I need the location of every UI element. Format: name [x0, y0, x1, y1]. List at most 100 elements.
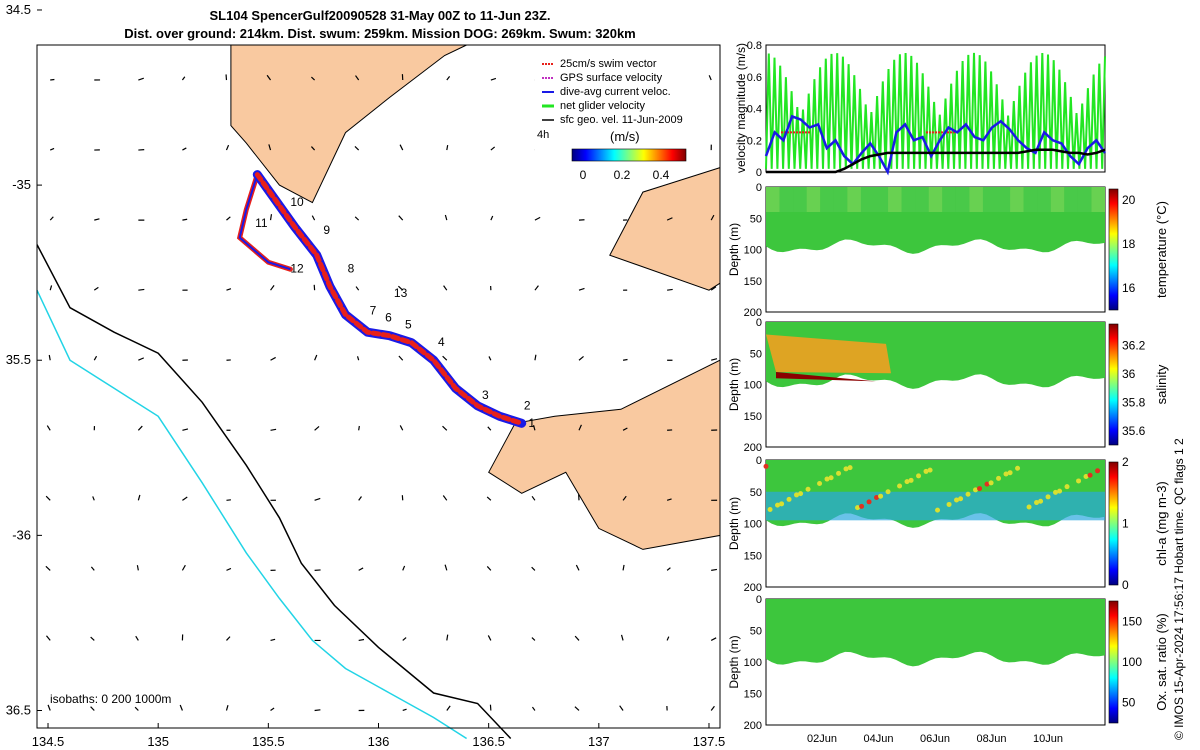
sfc-velocity-arrow: [266, 74, 272, 81]
sfc-velocity-arrow: [574, 706, 580, 711]
track-label: 2: [524, 398, 531, 412]
sfc-velocity-arrow: [355, 75, 360, 81]
depth-tick-label: 50: [750, 487, 762, 499]
chla-sample: [1007, 470, 1013, 476]
sfc-velocity-arrow: [620, 634, 624, 641]
temperature-band: [996, 187, 1011, 212]
legend-time-label: 4h: [537, 129, 549, 141]
sfc-velocity-arrow: [45, 495, 51, 501]
chla-section: 0 1 2 0 50 100 150 200 Depth (m) chl-a (mg m-3): [727, 455, 1169, 594]
chla-sample: [786, 496, 792, 502]
sfc-velocity-arrow: [490, 146, 496, 151]
legend-label: net glider velocity: [560, 100, 645, 112]
legend-item-gps: GPS surface velocity: [542, 72, 663, 84]
colorbar-tick-label: 1: [1122, 517, 1129, 531]
colorbar-tick-label: 18: [1122, 237, 1136, 251]
sfc-velocity-arrow: [574, 635, 580, 641]
track-label: 3: [482, 388, 489, 402]
track-label: 11: [255, 216, 268, 230]
temperature-band: [901, 187, 916, 212]
sfc-geo-velocity-series: [766, 148, 1106, 174]
sfc-velocity-arrow: [90, 566, 95, 571]
depth-tick-label: 200: [744, 307, 762, 319]
section-field: [766, 599, 1105, 667]
sfc-velocity-arrow: [269, 214, 273, 221]
temperature-band: [969, 187, 983, 212]
temperature-band: [1091, 187, 1105, 212]
chla-sample: [897, 483, 903, 489]
sfc-velocity-arrow: [49, 216, 54, 221]
sfc-velocity-arrow: [181, 564, 186, 571]
sfc-velocity-arrow: [310, 146, 316, 151]
sfc-velocity-arrow: [138, 77, 144, 81]
chla-sample: [828, 475, 834, 481]
date-tick-label: 04Jun: [864, 733, 894, 745]
sfc-velocity-arrow: [399, 144, 404, 151]
chla-sample: [1083, 474, 1089, 480]
depth-tick-label: 100: [744, 519, 762, 531]
temperature-band: [982, 187, 997, 212]
depth-axis-label: Depth (m): [727, 223, 741, 276]
sfc-velocity-arrow: [46, 425, 51, 431]
x-tick-label: 137.5: [693, 734, 726, 749]
sfc-velocity-arrow: [270, 638, 276, 642]
chla-sample: [847, 465, 853, 471]
speed-colorbar: [571, 148, 687, 162]
chla-sample: [904, 479, 910, 485]
sfc-velocity-arrow: [226, 288, 232, 291]
chla-sample: [874, 494, 880, 500]
chla-sample: [1015, 465, 1021, 471]
sfc-velocity-arrow: [182, 147, 187, 151]
colorbar-label: chl-a (mg m-3): [1154, 481, 1169, 566]
sfc-velocity-arrow: [622, 427, 628, 431]
colorbar-tick-label: 150: [1122, 614, 1142, 628]
y-tick-label: 34.5: [6, 2, 31, 17]
sfc-velocity-arrow: [310, 76, 316, 81]
depth-tick-label: 150: [744, 550, 762, 562]
sfc-velocity-arrow: [314, 709, 321, 712]
sfc-velocity-arrow: [138, 357, 145, 361]
sfc-velocity-arrow: [226, 216, 231, 221]
chla-sample: [885, 489, 891, 495]
sfc-velocity-arrow: [358, 425, 360, 431]
sfc-velocity-arrow: [314, 497, 321, 501]
chla-sample: [908, 477, 914, 483]
chart-title-line1: SL104 SpencerGulf20090528 31-May 00Z to …: [209, 8, 551, 23]
legend-item-dive-avg: dive-avg current veloc.: [542, 86, 671, 98]
sfc-velocity-arrow: [490, 215, 494, 221]
salinity-high-band: [766, 334, 891, 374]
depth-tick-label: 100: [744, 245, 762, 257]
temperature-band: [1050, 187, 1065, 212]
chla-sample: [817, 480, 823, 486]
x-tick-label: 136.5: [472, 734, 505, 749]
sfc-velocity-arrow: [314, 354, 318, 361]
sfc-velocity-arrow: [487, 426, 492, 431]
sfc-velocity-arrow: [446, 75, 451, 81]
sfc-velocity-arrow: [226, 499, 231, 501]
chla-sample: [996, 475, 1002, 481]
depth-tick-label: 0: [756, 317, 762, 329]
chla-sample: [1034, 500, 1040, 506]
sfc-velocity-arrow: [137, 494, 141, 501]
sfc-velocity-arrow: [708, 75, 712, 81]
sfc-velocity-arrow: [443, 285, 448, 291]
sfc-velocity-arrow: [532, 425, 536, 431]
sfc-velocity-arrow: [402, 565, 406, 571]
chla-sample: [798, 491, 804, 497]
legend-label: 25cm/s swim vector: [560, 58, 657, 70]
sfc-velocity-arrow: [182, 218, 188, 221]
isobath-1000m: [36, 289, 468, 740]
depth-tick-label: 0: [756, 182, 762, 194]
chla-sample: [935, 507, 941, 513]
chla-sample: [855, 505, 861, 511]
legend-item-net: net glider velocity: [542, 100, 645, 112]
colorbar-label: temperature (°C): [1154, 201, 1169, 298]
map-legend: 25cm/s swim vector GPS surface velocity …: [535, 55, 705, 182]
colorbar-label: salinity: [1154, 364, 1169, 404]
sfc-velocity-arrow: [531, 566, 536, 571]
net-glider-velocity-series: [765, 52, 1106, 169]
sfc-velocity-arrow: [487, 635, 492, 641]
track-label: 5: [405, 318, 412, 332]
legend-item-geo: sfc geo. vel. 11-Jun-2009: [542, 114, 683, 126]
